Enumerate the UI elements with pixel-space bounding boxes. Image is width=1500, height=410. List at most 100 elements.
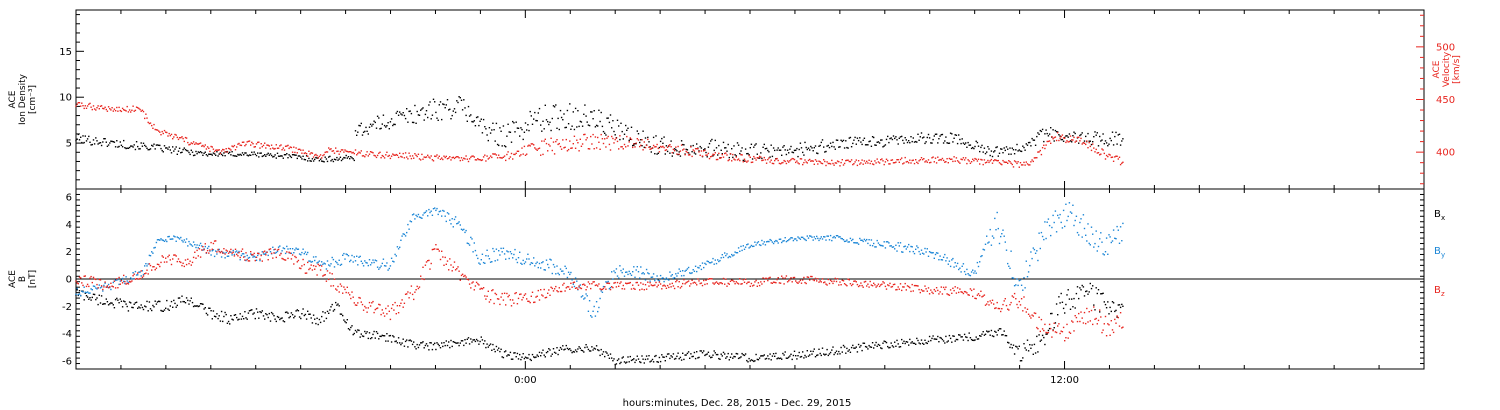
data-point	[296, 157, 298, 160]
data-point	[968, 332, 970, 334]
data-point	[422, 107, 424, 109]
data-point	[369, 337, 372, 340]
data-point	[1052, 129, 1054, 131]
data-point	[875, 144, 877, 146]
data-point	[1078, 136, 1080, 138]
data-point	[925, 160, 927, 162]
data-point	[112, 286, 114, 288]
data-point	[880, 347, 882, 349]
data-point	[926, 161, 928, 163]
data-point	[572, 281, 574, 284]
data-point	[523, 145, 526, 148]
data-point	[392, 304, 394, 306]
data-point	[392, 124, 394, 127]
data-point	[749, 246, 751, 248]
data-point	[732, 156, 734, 159]
data-point	[919, 253, 921, 255]
data-point	[380, 313, 382, 316]
data-point	[969, 144, 972, 146]
data-point	[434, 101, 436, 103]
data-point	[622, 284, 624, 287]
data-point	[757, 157, 760, 159]
data-point	[933, 161, 935, 163]
data-point	[460, 274, 463, 277]
data-point	[1071, 298, 1073, 300]
data-point	[632, 271, 634, 273]
data-point	[379, 335, 381, 337]
data-point	[873, 347, 875, 349]
data-point	[452, 226, 454, 228]
data-point	[619, 135, 621, 137]
data-point	[261, 260, 263, 262]
data-point	[1018, 300, 1020, 303]
data-point	[684, 283, 686, 285]
data-point	[540, 355, 542, 357]
data-point	[241, 253, 244, 255]
data-point	[1104, 315, 1107, 318]
data-point	[367, 307, 369, 309]
data-point	[1093, 306, 1095, 308]
data-point	[1012, 277, 1015, 279]
data-point	[322, 275, 324, 277]
data-point	[658, 151, 661, 153]
data-point	[1011, 295, 1013, 297]
data-point	[161, 149, 163, 152]
data-point	[880, 159, 882, 161]
data-point	[394, 123, 396, 126]
data-point	[544, 104, 546, 106]
data-point	[314, 268, 316, 270]
data-point	[381, 334, 383, 337]
data-point	[987, 159, 989, 162]
data-point	[970, 289, 973, 292]
data-point	[686, 281, 689, 283]
data-point	[849, 160, 852, 163]
data-point	[346, 286, 348, 288]
data-point	[986, 330, 988, 332]
data-point	[874, 284, 876, 286]
data-point	[706, 154, 708, 156]
data-point	[498, 144, 500, 147]
data-point	[1001, 148, 1003, 150]
data-point	[463, 344, 465, 347]
data-point	[175, 306, 177, 308]
data-point	[100, 105, 103, 107]
data-point	[608, 143, 611, 146]
data-point	[627, 282, 629, 284]
data-point	[1119, 306, 1122, 309]
data-point	[127, 310, 130, 312]
data-point	[240, 254, 243, 257]
data-point	[274, 147, 276, 150]
data-point	[937, 142, 939, 144]
data-point	[390, 307, 393, 310]
data-point	[184, 136, 187, 139]
data-point	[452, 341, 454, 343]
data-point	[269, 320, 272, 322]
data-point	[268, 312, 270, 315]
data-point	[572, 143, 574, 145]
data-point	[729, 153, 732, 155]
data-point	[641, 288, 643, 290]
data-point	[357, 152, 359, 155]
data-point	[846, 239, 848, 241]
data-point	[485, 346, 487, 349]
data-point	[1083, 227, 1086, 230]
data-point	[89, 102, 91, 105]
legend-subscript: z	[1441, 290, 1445, 298]
data-point	[1085, 135, 1087, 138]
data-point	[454, 156, 457, 159]
data-point	[640, 361, 642, 364]
data-point	[166, 131, 168, 134]
data-point	[262, 253, 265, 255]
data-point	[768, 157, 770, 159]
data-point	[162, 310, 164, 312]
data-point	[564, 348, 566, 350]
data-point	[227, 147, 230, 150]
data-point	[211, 146, 213, 148]
data-point	[868, 140, 870, 143]
data-point	[898, 161, 900, 163]
data-point	[219, 320, 222, 322]
data-point	[522, 138, 524, 141]
data-point	[135, 278, 138, 280]
data-point	[625, 124, 627, 127]
data-point	[239, 259, 241, 261]
